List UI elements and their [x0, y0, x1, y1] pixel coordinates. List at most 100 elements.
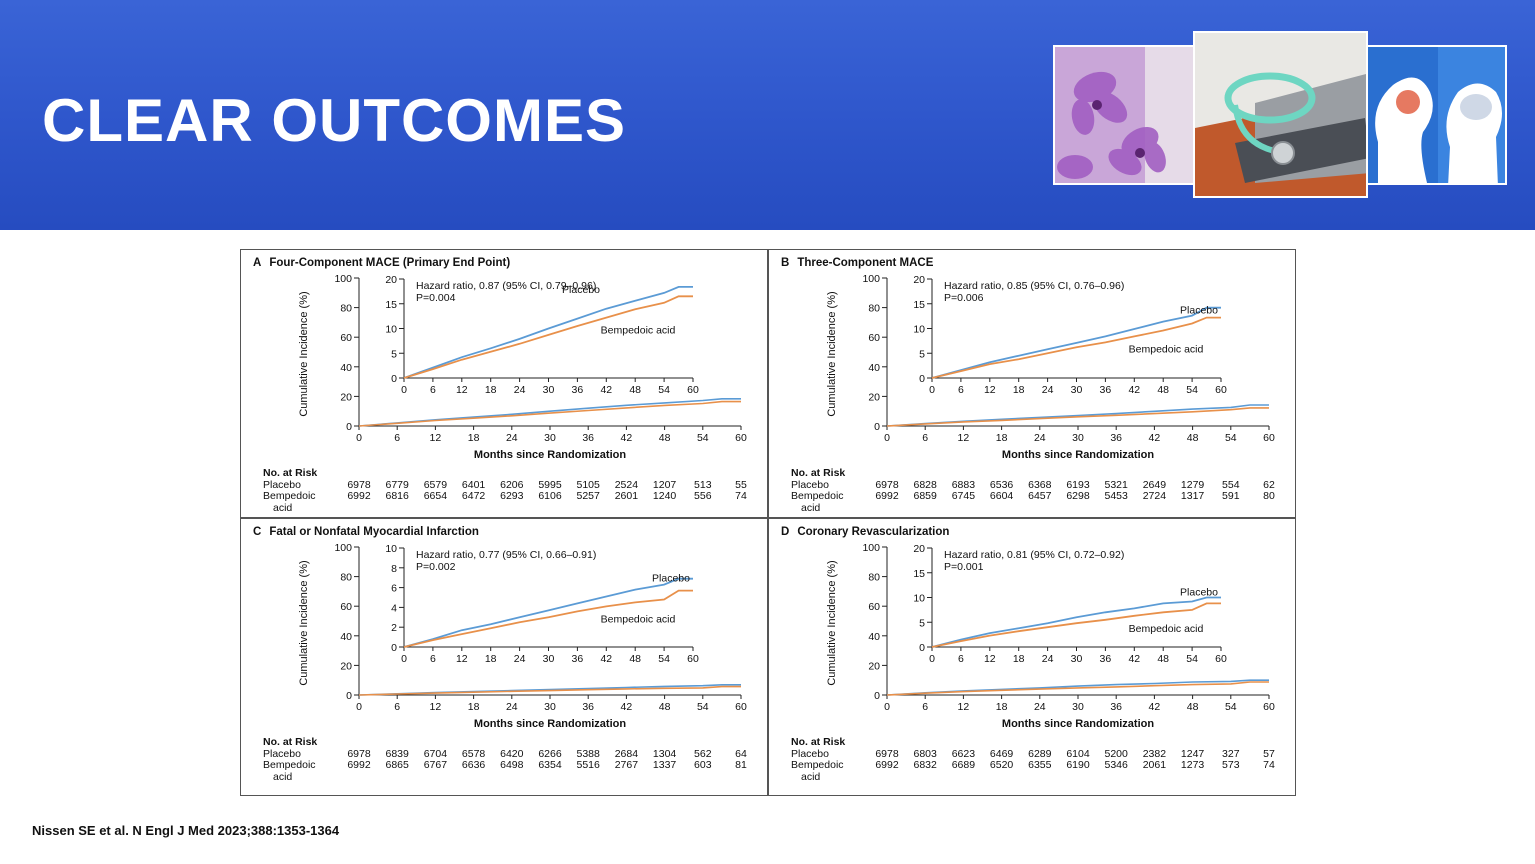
risk-value: 6992: [875, 759, 899, 771]
risk-value: 64: [735, 747, 747, 760]
risk-value: 5346: [1104, 759, 1128, 771]
risk-value: 5321: [1104, 478, 1128, 491]
panel-b-title: B Three-Component MACE: [781, 257, 933, 269]
risk-value: 603: [694, 759, 712, 771]
panel-title-text: Fatal or Nonfatal Myocardial Infarction: [269, 526, 479, 538]
risk-value: 6779: [385, 478, 409, 491]
inset-x-tick-label: 60: [1215, 653, 1227, 665]
risk-row-placebo: Placebo 6978 6779 6579 6401 6206 5995 5105 2524 1…: [263, 478, 753, 492]
series-label-placebo: Placebo: [652, 573, 690, 585]
inset-series-bempedoic: [403, 589, 693, 648]
inset-x-tick-label: 0: [401, 384, 407, 396]
risk-value: 6578: [461, 747, 486, 760]
risk-value: 2061: [1142, 759, 1167, 771]
y-axis-label: Cumulative Incidence (%): [298, 291, 310, 416]
risk-value: 6883: [951, 478, 976, 491]
risk-row-label: Bempedoic: [263, 490, 316, 502]
risk-row-label: acid: [273, 770, 293, 783]
inset-x-tick-label: 12: [984, 384, 996, 396]
risk-row-label: Placebo: [791, 478, 829, 491]
x-tick-label: 0: [884, 432, 890, 444]
risk-value: 1304: [652, 747, 677, 760]
y-tick-label: 40: [340, 362, 352, 374]
x-tick-label: 24: [506, 432, 518, 444]
risk-row-label: acid: [801, 770, 821, 783]
inset-x-tick-label: 24: [514, 384, 526, 396]
inset-x-tick-label: 18: [485, 653, 497, 665]
inset-y-tick-label: 0: [391, 373, 397, 385]
main-series-bempedoic: [886, 407, 1269, 427]
panel-a: Cumulative Incidence (%) 0 20 40 60 80 100 0 6 12…: [241, 250, 768, 518]
inset-x-tick-label: 36: [572, 653, 584, 665]
series-label-bempedoic: Bempedoic acid: [601, 613, 676, 625]
y-tick-label: 20: [868, 391, 880, 403]
x-tick-label: 12: [958, 701, 970, 713]
x-tick-label: 30: [544, 701, 556, 713]
risk-value: 6354: [538, 759, 562, 771]
x-tick-label: 6: [922, 432, 928, 444]
inset-x-tick-label: 30: [1071, 653, 1083, 665]
panel-title-text: Four-Component MACE (Primary End Point): [269, 257, 511, 269]
inset-x-tick-label: 30: [543, 653, 555, 665]
risk-value: 556: [694, 490, 712, 502]
inset-x-tick-label: 36: [1100, 653, 1112, 665]
risk-value: 6803: [913, 747, 937, 760]
inset-x-tick-label: 12: [456, 384, 468, 396]
x-axis-label: Months since Randomization: [474, 718, 626, 730]
x-tick-label: 60: [1263, 701, 1275, 713]
inset-y-tick-label: 5: [919, 348, 925, 360]
x-tick-label: 36: [1110, 701, 1122, 713]
inset-x-tick-label: 48: [1157, 384, 1169, 396]
y-axis-label: Cumulative Incidence (%): [826, 291, 838, 416]
risk-value: 6266: [538, 747, 562, 760]
risk-row-label: Bempedoic: [791, 759, 844, 771]
x-tick-label: 36: [1110, 432, 1122, 444]
risk-value: 5516: [576, 759, 600, 771]
risk-value: 6401: [461, 478, 486, 491]
risk-value: 6472: [461, 490, 486, 502]
y-tick-label: 80: [340, 572, 352, 584]
risk-row-label: Placebo: [263, 747, 301, 760]
risk-value: 6536: [989, 478, 1014, 491]
risk-table-a: No. at Risk Placebo 6978 6779 6579 6401 6206 59…: [263, 467, 753, 514]
risk-value: 6206: [500, 478, 524, 491]
risk-value: 5995: [538, 478, 562, 491]
inset-series-bempedoic: [931, 602, 1221, 648]
risk-table-d: No. at Risk Placebo 6978 6803 6623 6469 6289 61…: [791, 736, 1281, 783]
x-tick-label: 12: [958, 432, 970, 444]
inset-y-tick-label: 10: [385, 324, 397, 336]
series-label-bempedoic: Bempedoic acid: [1129, 623, 1204, 635]
x-tick-label: 18: [996, 701, 1008, 713]
panel-title-text: Three-Component MACE: [797, 257, 934, 269]
risk-row-bempedoic: Bempedoic 6992 6865 6767 6636 6498 6354 5516 276…: [263, 759, 753, 772]
x-tick-label: 48: [659, 701, 671, 713]
inset-series-placebo: [403, 577, 693, 648]
risk-row-placebo: Placebo 6978 6828 6883 6536 6368 6193 5321 2649 1…: [791, 478, 1281, 492]
risk-value: 6992: [875, 490, 899, 502]
main-series-bempedoic: [358, 685, 741, 696]
y-tick-label: 100: [862, 542, 880, 554]
risk-value: 2601: [614, 490, 639, 502]
y-tick-label: 100: [334, 542, 352, 554]
risk-row-label: Placebo: [263, 478, 301, 491]
risk-value: 6190: [1066, 759, 1090, 771]
risk-value: 6767: [423, 759, 448, 771]
risk-value: 6978: [875, 747, 899, 760]
x-tick-label: 12: [430, 701, 442, 713]
risk-value: 6298: [1066, 490, 1090, 502]
inset-series-placebo: [931, 596, 1221, 648]
risk-value: 6636: [461, 759, 486, 771]
inset-y-tick-label: 20: [385, 274, 397, 286]
risk-value: 554: [1222, 478, 1240, 491]
y-axis-label: Cumulative Incidence (%): [298, 560, 310, 685]
inset-y-tick-label: 0: [919, 373, 925, 385]
series-label-placebo: Placebo: [1180, 586, 1218, 598]
risk-value: 6498: [500, 759, 524, 771]
x-tick-label: 60: [735, 701, 747, 713]
inset-y-tick-label: 15: [385, 299, 397, 311]
x-tick-label: 42: [1149, 701, 1161, 713]
inset-x-tick-label: 54: [1186, 384, 1198, 396]
panel-letter: C: [253, 526, 262, 538]
